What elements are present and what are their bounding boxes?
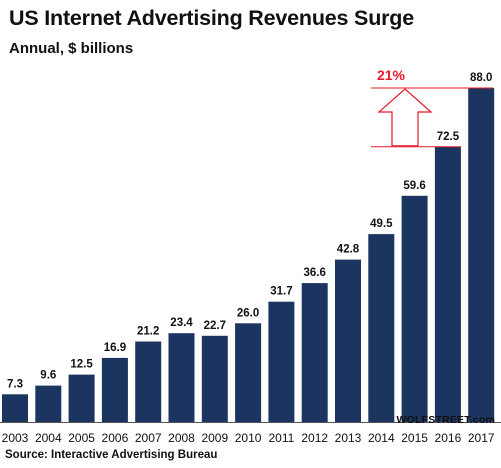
bar-2015 xyxy=(401,195,428,422)
value-label-2017: 88.0 xyxy=(470,72,492,84)
value-label-2004: 9.6 xyxy=(40,370,56,382)
x-tick-2008: 2008 xyxy=(168,431,195,445)
value-labels-group: 7.3 9.6 12.5 16.9 21.2 23.4 22.7 26.0 31.7 36.6 42… xyxy=(7,72,492,390)
value-label-2008: 23.4 xyxy=(170,317,193,329)
bar-2008 xyxy=(168,333,195,422)
bar-2006 xyxy=(101,357,128,422)
value-label-2016: 72.5 xyxy=(437,131,460,143)
watermark: WOLFSTREET.com xyxy=(396,414,495,426)
value-label-2015: 59.6 xyxy=(403,180,425,192)
source-note: Source: Interactive Advertising Bureau xyxy=(5,449,218,461)
value-label-2009: 22.7 xyxy=(204,320,226,332)
value-label-2003: 7.3 xyxy=(7,378,23,390)
value-label-2013: 42.8 xyxy=(337,244,360,256)
bar-2017 xyxy=(468,88,495,422)
x-tick-2009: 2009 xyxy=(201,431,228,445)
bar-2016 xyxy=(434,146,461,423)
x-tick-2006: 2006 xyxy=(102,431,129,445)
x-tick-2017: 2017 xyxy=(468,431,495,445)
bar-2013 xyxy=(335,259,361,422)
growth-annotation: 21% xyxy=(371,67,494,148)
bar-2010 xyxy=(235,323,262,422)
value-label-2005: 12.5 xyxy=(70,359,93,371)
bar-2004 xyxy=(35,385,62,422)
value-label-2012: 36.6 xyxy=(304,267,326,279)
bar-2009 xyxy=(201,335,228,422)
x-tick-2004: 2004 xyxy=(35,431,62,445)
chart-title: US Internet Advertising Revenues Surge xyxy=(9,6,414,30)
x-tick-2007: 2007 xyxy=(135,431,162,445)
x-tick-2011: 2011 xyxy=(268,431,294,445)
x-tick-2003: 2003 xyxy=(2,431,29,445)
x-tick-2010: 2010 xyxy=(235,431,262,445)
x-tick-2015: 2015 xyxy=(401,431,428,445)
x-tick-2013: 2013 xyxy=(335,431,362,445)
bars-group xyxy=(2,88,495,423)
x-tick-2016: 2016 xyxy=(435,431,462,445)
value-label-2007: 21.2 xyxy=(137,326,159,338)
annotation-label: 21% xyxy=(377,67,406,83)
x-tick-2012: 2012 xyxy=(301,431,328,445)
value-label-2010: 26.0 xyxy=(237,307,259,319)
x-tick-2014: 2014 xyxy=(368,431,395,445)
bar-2012 xyxy=(301,283,328,422)
chart-subtitle: Annual, $ billions xyxy=(9,40,134,57)
value-label-2006: 16.9 xyxy=(104,342,126,354)
bar-2005 xyxy=(68,374,95,422)
value-label-2011: 31.7 xyxy=(270,286,292,298)
bar-2007 xyxy=(135,341,162,422)
value-label-2014: 49.5 xyxy=(370,218,393,230)
bar-2011 xyxy=(268,301,295,422)
x-tick-labels-group: 2003 2004 2005 2006 2007 2008 2009 2010 2011 2012… xyxy=(2,431,495,445)
bar-2003 xyxy=(2,394,28,422)
bar-2014 xyxy=(368,234,395,422)
up-arrow-icon xyxy=(377,88,433,147)
x-tick-2005: 2005 xyxy=(68,431,95,445)
